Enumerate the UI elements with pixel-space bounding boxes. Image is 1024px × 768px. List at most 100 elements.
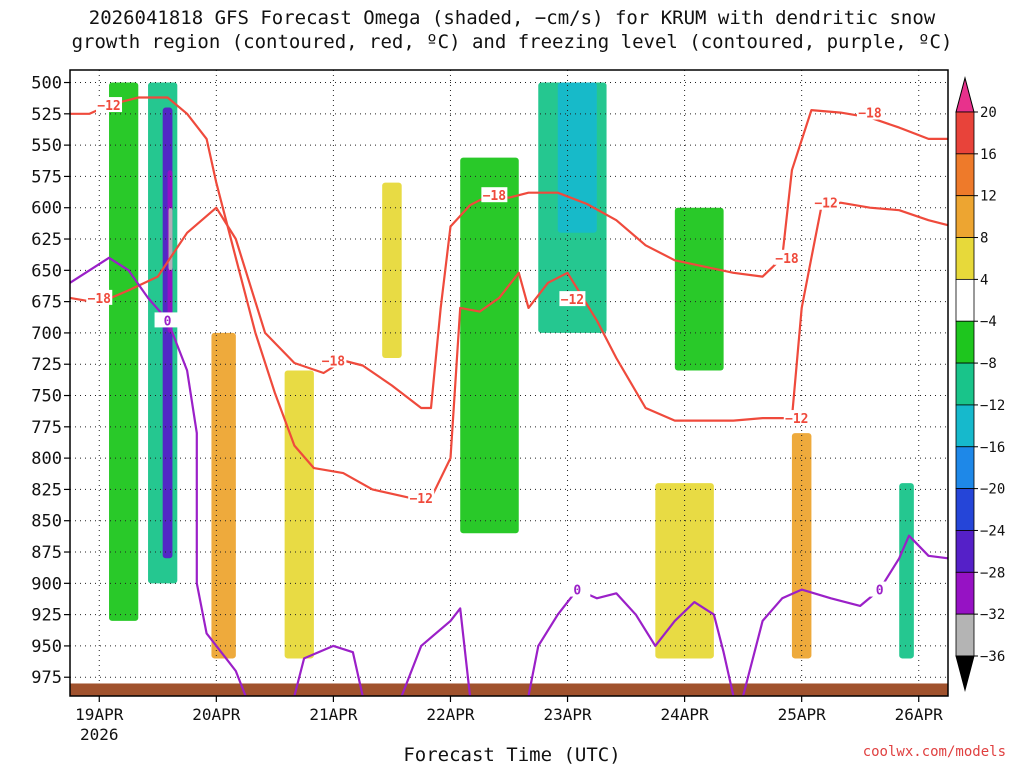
colorbar-box-9 (955, 488, 975, 531)
y-tick-label-6: 650 (31, 261, 62, 281)
contour-label-dgz-top-3: −18 (775, 252, 799, 267)
colorbar-label-9: −20 (980, 482, 1005, 498)
colorbar-label-2: 12 (980, 189, 997, 205)
y-tick-label-10: 750 (31, 387, 62, 407)
y-tick-label-16: 900 (31, 574, 62, 594)
colorbar-label-4: 4 (980, 272, 988, 288)
omega-shade-7 (382, 182, 402, 358)
contour-label-bg-dgz-bottom-0 (96, 97, 123, 113)
colorbar-label-0: 20 (980, 105, 997, 121)
y-tick-label-14: 850 (31, 512, 62, 532)
x-tick-label-5: 24APR (661, 705, 710, 724)
contour-label-bg-dgz-top-0 (86, 289, 113, 305)
contour-freezing-level-5 (742, 534, 949, 697)
x-tick-label-6: 25APR (778, 705, 827, 724)
contour-label-bg-dgz-top-1 (320, 352, 347, 368)
colorbar-box-12 (955, 613, 975, 657)
omega-shade-11 (674, 207, 724, 371)
y-tick-label-4: 600 (31, 199, 62, 219)
colorbar-label-10: −24 (980, 523, 1005, 539)
omega-shade-0 (109, 82, 139, 621)
contour-label-dgz-bottom-4: −12 (814, 197, 837, 212)
colorbar-label-1: 16 (980, 147, 997, 163)
colorbar-box-5 (955, 320, 975, 364)
contour-freezing-level-2 (293, 644, 364, 697)
colorbar-bottom-arrow (955, 655, 975, 692)
colorbar-box-7 (955, 404, 975, 448)
y-tick-label-12: 800 (31, 449, 62, 469)
contour-label-bg-dgz-bottom-4 (813, 194, 840, 210)
colorbar-box-3 (955, 237, 975, 280)
colorbar-box-10 (955, 530, 975, 573)
y-tick-label-9: 725 (31, 355, 62, 375)
omega-shade-5 (211, 332, 236, 659)
contour-label-bg-dgz-top-4 (856, 104, 883, 120)
contour-label-dgz-bottom-1: −12 (409, 492, 432, 507)
contour-freezing-level-3 (400, 607, 472, 697)
colorbar-label-8: −16 (980, 440, 1005, 456)
y-tick-label-19: 975 (31, 668, 62, 688)
terrain-band (70, 683, 948, 696)
x-tick-label-3: 22APR (426, 705, 475, 724)
y-tick-label-15: 875 (31, 543, 62, 563)
contour-label-freezing-level-4-0: 0 (573, 584, 581, 599)
contour-label-dgz-top-0: −18 (88, 292, 112, 307)
y-tick-label-2: 550 (31, 136, 62, 156)
colorbar-label-6: −8 (980, 356, 997, 372)
contour-label-freezing-level-0: 0 (164, 314, 172, 329)
contour-label-bg-dgz-bottom-2 (559, 291, 586, 307)
contour-label-dgz-top-2: −18 (483, 189, 507, 204)
contour-label-bg-freezing-level-4-0 (564, 581, 591, 597)
contour-dgz-bottom (70, 96, 949, 500)
colorbar-box-8 (955, 446, 975, 490)
colorbar-box-11 (955, 571, 975, 615)
x-tick-label-1: 20APR (192, 705, 241, 724)
colorbar-label-11: −28 (980, 565, 1005, 581)
contour-label-bg-freezing-level-0 (154, 312, 181, 328)
y-tick-label-8: 700 (31, 324, 62, 344)
contour-label-dgz-top-4: −18 (858, 107, 882, 122)
colorbar-top-arrow (955, 76, 975, 113)
contour-label-dgz-bottom-2: −12 (561, 293, 584, 308)
omega-shade-14 (899, 483, 914, 659)
colorbar-box-1 (955, 153, 975, 197)
chart-title-line2: growth region (contoured, red, ºC) and f… (71, 31, 953, 53)
contour-label-bg-dgz-bottom-3 (783, 410, 810, 426)
contour-label-bg-freezing-level-5-0 (866, 581, 893, 597)
contour-label-dgz-bottom-3: −12 (785, 412, 808, 427)
y-tick-label-7: 675 (31, 293, 62, 313)
colorbar-label-5: −4 (980, 314, 997, 330)
y-tick-label-17: 925 (31, 606, 62, 626)
colorbar-label-13: −36 (980, 649, 1005, 665)
credit-text: coolwx.com/models (862, 744, 1006, 760)
colorbar-box-2 (955, 195, 975, 238)
chart-title: 2026041818 GFS Forecast Omega (shaded, −… (0, 6, 1024, 54)
contour-label-freezing-level-5-0: 0 (876, 584, 884, 599)
plot-frame (69, 69, 949, 697)
contour-label-dgz-bottom-0: −12 (97, 99, 120, 114)
contour-freezing-level-4 (527, 588, 735, 697)
y-tick-label-5: 625 (31, 230, 62, 250)
colorbar-label-7: −12 (980, 398, 1005, 414)
contour-label-bg-dgz-bottom-1 (408, 490, 435, 506)
contour-freezing-level (69, 256, 247, 697)
colorbar-label-3: 8 (980, 231, 988, 247)
contour-label-bg-dgz-top-3 (774, 249, 801, 265)
colorbar-box-6 (955, 362, 975, 406)
colorbar-box-4 (955, 278, 975, 322)
x-tick-label-4: 23APR (543, 705, 592, 724)
omega-shade-6 (284, 370, 314, 659)
x-tick-label-2: 21APR (309, 705, 358, 724)
y-tick-label-1: 525 (31, 105, 62, 125)
x-axis-label: Forecast Time (UTC) (403, 744, 621, 766)
omega-shade-10 (557, 82, 597, 233)
x-tick-label-0: 19APR (75, 705, 124, 724)
omega-shade-8 (460, 157, 519, 534)
y-tick-label-13: 825 (31, 480, 62, 500)
x-year-label: 2026 (80, 725, 119, 744)
chart-title-line1: 2026041818 GFS Forecast Omega (shaded, −… (88, 7, 936, 29)
colorbar-label-12: −32 (980, 607, 1005, 623)
colorbar-box-0 (955, 111, 975, 155)
y-tick-label-11: 775 (31, 418, 62, 438)
